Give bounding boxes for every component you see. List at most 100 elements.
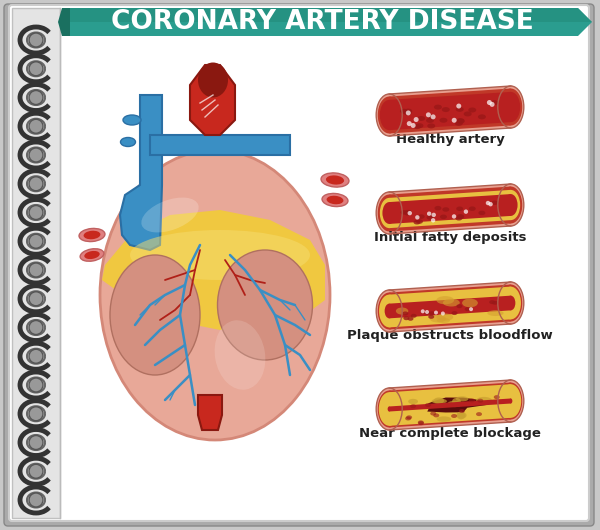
Circle shape	[456, 103, 461, 109]
Circle shape	[486, 201, 490, 205]
Ellipse shape	[326, 175, 344, 184]
Ellipse shape	[434, 398, 444, 404]
Ellipse shape	[427, 114, 435, 119]
Ellipse shape	[430, 315, 446, 323]
Ellipse shape	[443, 299, 460, 306]
Ellipse shape	[376, 290, 402, 332]
Ellipse shape	[502, 190, 520, 220]
Ellipse shape	[491, 200, 498, 205]
Ellipse shape	[121, 137, 136, 146]
Circle shape	[29, 91, 43, 104]
Ellipse shape	[506, 296, 515, 311]
Ellipse shape	[498, 282, 524, 324]
Circle shape	[441, 312, 445, 315]
Ellipse shape	[376, 94, 402, 136]
Circle shape	[29, 62, 43, 76]
Ellipse shape	[428, 315, 434, 319]
Ellipse shape	[382, 202, 396, 224]
Ellipse shape	[499, 285, 522, 322]
Polygon shape	[198, 395, 222, 430]
Ellipse shape	[407, 317, 413, 321]
Circle shape	[452, 214, 456, 219]
Ellipse shape	[379, 392, 400, 426]
Ellipse shape	[455, 216, 463, 220]
Ellipse shape	[437, 318, 450, 323]
Polygon shape	[190, 65, 235, 135]
Ellipse shape	[456, 396, 469, 401]
Circle shape	[29, 206, 43, 219]
Ellipse shape	[442, 107, 450, 112]
Ellipse shape	[456, 207, 463, 211]
Ellipse shape	[400, 109, 408, 114]
Polygon shape	[150, 135, 290, 155]
Polygon shape	[389, 282, 511, 332]
Text: Near complete blockage: Near complete blockage	[359, 428, 541, 440]
Ellipse shape	[424, 311, 430, 315]
Polygon shape	[70, 8, 592, 22]
Polygon shape	[389, 285, 511, 330]
Circle shape	[29, 148, 43, 162]
Ellipse shape	[428, 213, 435, 217]
Ellipse shape	[434, 104, 442, 110]
Ellipse shape	[462, 298, 478, 307]
Ellipse shape	[198, 63, 228, 98]
Ellipse shape	[456, 412, 467, 419]
Circle shape	[469, 307, 473, 311]
Ellipse shape	[413, 124, 421, 129]
Circle shape	[407, 121, 412, 126]
Ellipse shape	[500, 287, 521, 320]
Polygon shape	[389, 92, 511, 130]
Ellipse shape	[404, 110, 412, 116]
Ellipse shape	[492, 301, 498, 305]
Ellipse shape	[415, 123, 424, 128]
Ellipse shape	[499, 383, 522, 419]
Ellipse shape	[464, 111, 472, 117]
Polygon shape	[389, 384, 511, 426]
Ellipse shape	[218, 250, 313, 360]
Ellipse shape	[378, 96, 401, 134]
Circle shape	[410, 123, 416, 128]
Ellipse shape	[500, 384, 521, 418]
Ellipse shape	[385, 304, 394, 319]
Ellipse shape	[502, 92, 520, 122]
Ellipse shape	[405, 210, 412, 214]
Ellipse shape	[142, 198, 199, 233]
FancyBboxPatch shape	[9, 5, 589, 521]
Circle shape	[431, 114, 436, 119]
Ellipse shape	[498, 86, 524, 128]
Ellipse shape	[439, 118, 448, 123]
Ellipse shape	[403, 316, 409, 320]
Circle shape	[431, 213, 436, 217]
Ellipse shape	[379, 295, 400, 328]
Polygon shape	[102, 210, 325, 330]
Ellipse shape	[396, 307, 408, 315]
Text: Plaque obstructs bloodflow: Plaque obstructs bloodflow	[347, 330, 553, 342]
Circle shape	[413, 117, 419, 122]
Circle shape	[487, 100, 492, 105]
Ellipse shape	[83, 231, 100, 239]
Circle shape	[427, 211, 431, 216]
Ellipse shape	[504, 194, 518, 216]
Circle shape	[29, 378, 43, 392]
Ellipse shape	[326, 196, 343, 204]
Ellipse shape	[499, 187, 522, 224]
Ellipse shape	[405, 417, 411, 420]
Ellipse shape	[427, 215, 434, 220]
Ellipse shape	[437, 417, 451, 422]
Circle shape	[431, 218, 436, 223]
Ellipse shape	[451, 414, 457, 418]
Polygon shape	[120, 95, 162, 250]
Ellipse shape	[431, 399, 447, 404]
Ellipse shape	[469, 399, 475, 402]
Ellipse shape	[452, 398, 461, 405]
Ellipse shape	[380, 100, 398, 130]
Text: Healthy artery: Healthy artery	[395, 134, 505, 146]
Text: CORONARY ARTERY DISEASE: CORONARY ARTERY DISEASE	[110, 9, 533, 35]
Ellipse shape	[468, 108, 476, 112]
Polygon shape	[389, 399, 511, 411]
Ellipse shape	[457, 214, 464, 218]
Polygon shape	[389, 287, 511, 328]
Circle shape	[407, 211, 412, 215]
Circle shape	[29, 119, 43, 133]
Ellipse shape	[478, 210, 485, 215]
